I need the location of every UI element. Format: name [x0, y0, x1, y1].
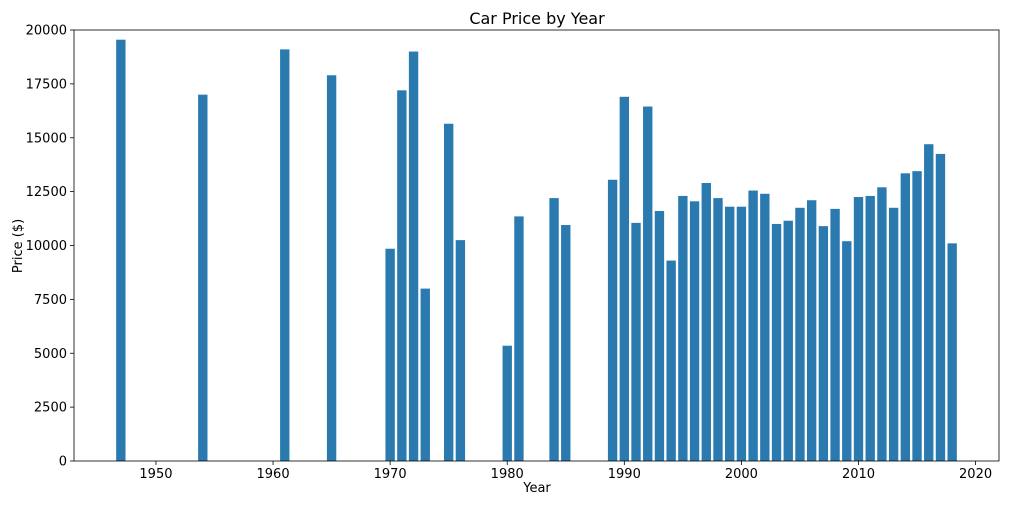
bar-2018	[947, 243, 957, 461]
bar-1995	[678, 195, 688, 461]
y-axis-ticks: 0 2500 5000 7500 10000 12500 15000 17500 20000	[26, 24, 74, 470]
bar-1997	[701, 183, 711, 461]
bar-1990	[619, 96, 629, 462]
x-tick-label-1970: 1970	[374, 467, 407, 482]
y-tick-label-20000: 20000	[26, 24, 67, 39]
bar-2010	[853, 197, 864, 461]
bar-1973	[420, 288, 430, 461]
y-tick-label-10000: 10000	[26, 239, 67, 254]
bar-2008	[830, 208, 840, 461]
bar-1984	[549, 198, 559, 461]
x-axis-title: Year	[522, 481, 551, 496]
x-tick-label-2010: 2010	[842, 467, 875, 482]
bar-2015	[912, 171, 922, 461]
bar-2003	[771, 223, 782, 461]
bar-1985	[561, 225, 571, 461]
y-tick-label-12500: 12500	[26, 185, 67, 200]
bar-2009	[842, 241, 852, 461]
y-tick-label-2500: 2500	[34, 401, 67, 416]
chart-title: Car Price by Year	[469, 9, 605, 28]
bar-2014	[900, 173, 911, 461]
y-tick-label-7500: 7500	[34, 293, 67, 308]
plot-frame	[73, 29, 1000, 462]
bar-1981	[514, 216, 524, 461]
bar-1976	[455, 240, 466, 461]
bar-2006	[806, 200, 817, 461]
bar-1999	[725, 206, 735, 461]
bar-2013	[888, 207, 899, 461]
bar-1965	[326, 75, 337, 461]
bar-1947	[116, 39, 126, 461]
bar-1961	[280, 49, 290, 462]
y-tick-label-0: 0	[59, 455, 67, 470]
bar-1998	[713, 198, 723, 461]
y-tick-label-17500: 17500	[26, 77, 67, 92]
x-tick-label-1980: 1980	[491, 467, 524, 482]
x-tick-label-1950: 1950	[139, 467, 172, 482]
bar-1993	[654, 211, 665, 461]
x-tick-label-2000: 2000	[725, 467, 758, 482]
x-tick-label-1960: 1960	[257, 467, 290, 482]
bar-1971	[397, 90, 407, 461]
bar-2004	[783, 220, 793, 461]
bar-1989	[607, 179, 618, 461]
bar-1991	[631, 222, 641, 461]
bar-2000	[736, 206, 747, 461]
bar-2005	[795, 207, 805, 461]
bar-2017	[935, 153, 946, 461]
y-axis-title: Price ($)	[11, 219, 26, 273]
x-tick-label-1990: 1990	[608, 467, 641, 482]
bar-1975	[444, 123, 454, 462]
bar-1980	[502, 345, 512, 461]
bar-2016	[924, 144, 934, 461]
bar-2007	[818, 226, 829, 461]
bar-2012	[877, 187, 887, 461]
bar-2001	[748, 190, 758, 462]
bar-1996	[689, 201, 700, 461]
x-tick-label-2020: 2020	[959, 467, 992, 482]
bar-1992	[643, 106, 653, 461]
bar-1954	[198, 94, 208, 462]
bar-1970	[385, 248, 395, 461]
x-axis-ticks: 1950 1960 1970 1980 1990 2000 2010 2020	[139, 461, 992, 482]
bar-1994	[666, 260, 676, 461]
bars-group	[116, 39, 957, 462]
bar-2011	[865, 195, 875, 461]
bar-2002	[760, 193, 770, 461]
bar-1972	[408, 51, 419, 462]
y-tick-label-15000: 15000	[26, 131, 67, 146]
y-tick-label-5000: 5000	[34, 347, 67, 362]
